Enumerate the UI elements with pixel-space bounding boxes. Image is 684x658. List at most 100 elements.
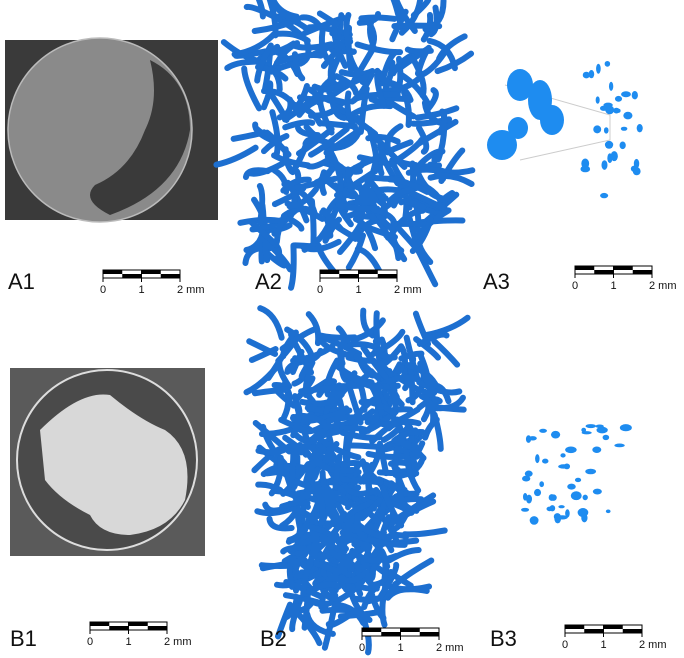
pore	[596, 64, 601, 74]
panel-label: A1	[8, 269, 35, 294]
scale-label: 0	[317, 284, 323, 296]
scale-bar-segment	[420, 632, 439, 636]
pore	[539, 429, 547, 433]
pore	[530, 516, 539, 525]
pore	[600, 193, 608, 198]
scale-label: 0	[100, 284, 106, 296]
pore	[556, 515, 567, 519]
scale-bar-segment	[584, 629, 603, 633]
fiber	[389, 378, 419, 381]
scale-label: 0	[572, 280, 578, 292]
scale-label: 1	[126, 636, 132, 648]
scale-bar-segment	[142, 270, 161, 274]
pore	[580, 166, 590, 173]
scale-bar-segment	[378, 274, 397, 278]
scale-label: 2 mm	[394, 284, 422, 296]
scale-bar-segment	[614, 266, 633, 270]
pore	[633, 167, 641, 175]
scale-label: 1	[139, 284, 145, 296]
pore	[583, 495, 588, 501]
pore	[526, 435, 531, 443]
pore	[549, 494, 555, 501]
fiber	[321, 336, 355, 338]
scale-bar-segment	[129, 622, 148, 626]
pore	[542, 459, 548, 464]
scale-label: 2 mm	[639, 639, 667, 651]
pore	[564, 464, 570, 470]
scale-label: 2 mm	[436, 642, 464, 654]
pore	[613, 108, 619, 114]
pore	[585, 469, 596, 475]
fiber	[262, 565, 287, 566]
pore	[601, 160, 607, 170]
scale-label: 2 mm	[649, 280, 677, 292]
pore	[605, 61, 610, 67]
scale-label: 0	[87, 636, 93, 648]
pore	[621, 91, 631, 97]
fiber	[301, 387, 344, 391]
pore	[523, 493, 527, 501]
panel-label: B2	[260, 626, 287, 651]
scale-bar-segment	[103, 270, 122, 274]
pore	[593, 489, 602, 495]
pore	[522, 476, 530, 482]
pore	[637, 124, 643, 132]
pore	[620, 424, 632, 431]
ct-slice-a1	[5, 38, 218, 222]
pore	[551, 431, 560, 439]
pore	[581, 428, 586, 433]
scale-label: 1	[611, 280, 617, 292]
scale-bar-segment	[359, 270, 378, 274]
pore	[605, 141, 613, 149]
scale-bar-segment	[565, 625, 584, 629]
scale-bar-segment	[320, 270, 339, 274]
pore	[558, 505, 564, 508]
pore	[550, 505, 556, 511]
pore	[581, 514, 587, 523]
fiber	[402, 348, 405, 379]
scale-bar-segment	[90, 622, 109, 626]
pore	[586, 424, 596, 428]
pore	[621, 127, 628, 131]
panel-label: B1	[10, 626, 37, 651]
pore	[634, 159, 639, 169]
fiber	[291, 246, 294, 288]
fiber	[361, 17, 394, 18]
ct-slice-b1	[10, 368, 205, 556]
scale-label: 2 mm	[177, 284, 205, 296]
pore	[539, 481, 544, 487]
scale-bar-segment	[161, 274, 180, 278]
scale-bar-segment	[362, 628, 381, 632]
scale-bar-segment	[109, 626, 128, 630]
scale-bar-segment	[623, 629, 642, 633]
scale-bar-segment	[148, 626, 167, 630]
pore	[615, 96, 622, 102]
pore	[565, 446, 577, 453]
pore	[560, 453, 565, 457]
scale-bar-segment	[381, 632, 400, 636]
pore	[567, 484, 575, 490]
fiber	[260, 186, 262, 223]
pore	[606, 509, 611, 513]
pore	[620, 142, 626, 150]
pore	[535, 454, 539, 463]
fiber	[255, 390, 287, 393]
scale-bar-segment	[339, 274, 358, 278]
pore	[540, 105, 564, 135]
pore	[593, 125, 601, 133]
pore	[596, 427, 607, 434]
pore	[600, 106, 608, 111]
scale-label: 2 mm	[164, 636, 192, 648]
pore	[534, 489, 541, 496]
pore	[592, 447, 601, 453]
pore	[611, 151, 618, 161]
scale-bar-segment	[604, 625, 623, 629]
fiber	[376, 313, 377, 344]
pore	[623, 112, 632, 120]
scale-label: 0	[359, 642, 365, 654]
pore	[603, 435, 610, 440]
scale-label: 1	[398, 642, 404, 654]
pore	[604, 127, 609, 133]
pore	[521, 508, 529, 512]
pore	[596, 96, 600, 103]
